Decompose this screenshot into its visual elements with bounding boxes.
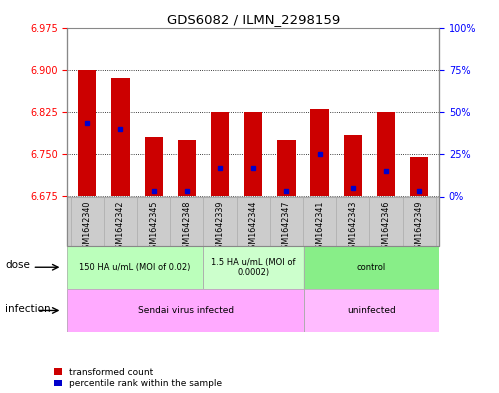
Text: GSM1642349: GSM1642349 <box>415 200 424 254</box>
Bar <box>211 112 229 196</box>
Bar <box>67 289 304 332</box>
Bar <box>67 196 439 246</box>
Bar <box>304 246 439 289</box>
Bar <box>203 246 304 289</box>
Text: GSM1642346: GSM1642346 <box>382 200 391 254</box>
Text: GSM1642348: GSM1642348 <box>182 200 191 254</box>
Text: GSM1642344: GSM1642344 <box>249 200 258 254</box>
Legend: transformed count, percentile rank within the sample: transformed count, percentile rank withi… <box>54 368 222 389</box>
Text: uninfected: uninfected <box>347 306 396 315</box>
Bar <box>344 134 362 196</box>
Text: 1.5 HA u/mL (MOI of
0.0002): 1.5 HA u/mL (MOI of 0.0002) <box>211 257 295 277</box>
Text: Sendai virus infected: Sendai virus infected <box>138 306 234 315</box>
Text: 150 HA u/mL (MOI of 0.02): 150 HA u/mL (MOI of 0.02) <box>79 263 191 272</box>
Bar <box>145 137 163 196</box>
Bar <box>111 78 130 196</box>
Bar <box>410 157 428 196</box>
Text: control: control <box>357 263 386 272</box>
Bar <box>78 70 96 196</box>
Bar <box>244 112 262 196</box>
Text: GSM1642342: GSM1642342 <box>116 200 125 254</box>
Bar <box>304 289 439 332</box>
Text: GSM1642347: GSM1642347 <box>282 200 291 254</box>
Bar <box>377 112 395 196</box>
Bar <box>67 196 439 246</box>
Bar <box>277 140 295 196</box>
Bar <box>67 246 203 289</box>
Bar <box>203 246 304 289</box>
Title: GDS6082 / ILMN_2298159: GDS6082 / ILMN_2298159 <box>167 13 340 26</box>
Text: dose: dose <box>5 260 30 270</box>
Text: GSM1642343: GSM1642343 <box>348 200 357 254</box>
Bar <box>310 109 329 196</box>
Bar <box>304 289 439 332</box>
Bar <box>67 246 203 289</box>
Bar <box>178 140 196 196</box>
Bar <box>67 289 304 332</box>
Bar <box>304 246 439 289</box>
Text: GSM1642340: GSM1642340 <box>83 200 92 254</box>
Text: GSM1642345: GSM1642345 <box>149 200 158 254</box>
Text: infection: infection <box>5 303 50 314</box>
Text: GSM1642339: GSM1642339 <box>216 200 225 254</box>
Text: GSM1642341: GSM1642341 <box>315 200 324 254</box>
